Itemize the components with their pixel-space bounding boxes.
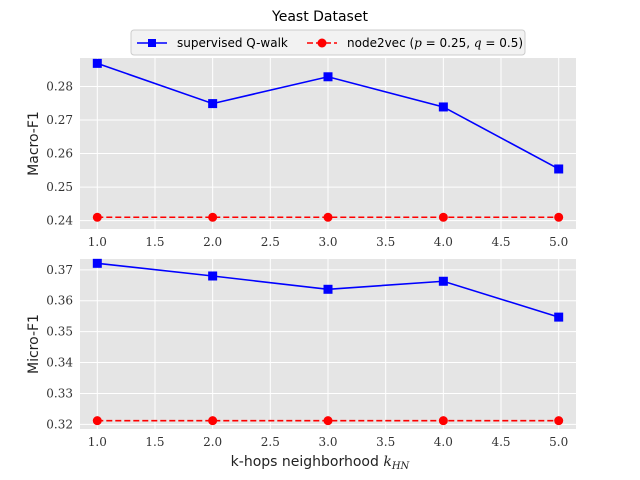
data-point-node2vec	[554, 212, 564, 222]
data-point-qwalk	[92, 258, 102, 268]
data-point-qwalk	[554, 312, 564, 322]
data-point-node2vec	[208, 416, 218, 426]
y-tick-label: 0.34	[46, 356, 73, 370]
data-point-qwalk	[554, 164, 564, 174]
legend-label-node2vec: node2vec (p = 0.25, q = 0.5)	[347, 36, 523, 50]
x-tick-label: 4.5	[491, 235, 510, 249]
x-tick-label: 3.0	[318, 435, 337, 449]
data-point-node2vec	[208, 212, 218, 222]
y-tick-label: 0.27	[46, 113, 73, 127]
panel-micro-f1: 1.0 1.5 2.0 2.5 3.0 3.5 4.0 4.5 5.0 0.32 0.33 0.34 0…	[26, 258, 576, 449]
data-point-qwalk	[92, 58, 102, 68]
data-point-node2vec	[438, 416, 448, 426]
y-tick-label: 0.35	[46, 325, 73, 339]
x-tick-label: 2.0	[203, 235, 222, 249]
y-axis-label: Micro-F1	[26, 314, 42, 374]
x-tick-label: 3.5	[376, 235, 395, 249]
x-tick-label: 5.0	[549, 435, 568, 449]
x-tick-label: 1.5	[145, 435, 164, 449]
y-tick-label: 0.37	[46, 263, 73, 277]
x-tick-label: 3.5	[376, 435, 395, 449]
x-tick-label: 4.5	[491, 435, 510, 449]
data-point-node2vec	[438, 212, 448, 222]
x-tick-label: 5.0	[549, 235, 568, 249]
legend-marker-qwalk	[148, 39, 156, 47]
data-point-qwalk	[323, 284, 333, 294]
legend-label-qwalk: supervised Q-walk	[177, 36, 288, 50]
y-axis-label: Macro-F1	[26, 111, 42, 176]
data-point-qwalk	[438, 276, 448, 286]
x-tick-label: 1.0	[88, 235, 107, 249]
y-tick-label: 0.26	[46, 147, 73, 161]
data-point-qwalk	[208, 99, 218, 109]
data-point-node2vec	[323, 212, 333, 222]
x-tick-label: 3.0	[318, 235, 337, 249]
data-point-qwalk	[208, 271, 218, 281]
data-point-node2vec	[92, 416, 102, 426]
x-tick-label: 2.0	[203, 435, 222, 449]
y-tick-label: 0.28	[46, 80, 73, 94]
y-tick-label: 0.25	[46, 180, 73, 194]
chart-title: Yeast Dataset	[271, 9, 368, 25]
data-point-qwalk	[323, 72, 333, 82]
x-tick-label: 1.0	[88, 435, 107, 449]
x-axis-label: k-hops neighborhood kHN	[231, 454, 411, 472]
x-tick-label: 2.5	[261, 235, 280, 249]
data-point-node2vec	[554, 416, 564, 426]
data-point-node2vec	[323, 416, 333, 426]
y-tick-label: 0.32	[46, 417, 73, 431]
data-point-node2vec	[92, 212, 102, 222]
y-tick-label: 0.24	[46, 214, 73, 228]
x-tick-label: 2.5	[261, 435, 280, 449]
x-tick-label: 1.5	[145, 235, 164, 249]
x-tick-label: 4.0	[434, 435, 453, 449]
data-point-qwalk	[438, 102, 448, 112]
y-tick-label: 0.36	[46, 294, 73, 308]
y-tick-label: 0.33	[46, 386, 73, 400]
x-tick-label: 4.0	[434, 235, 453, 249]
legend: supervised Q-walk node2vec (p = 0.25, q …	[130, 29, 526, 56]
legend-marker-node2vec	[317, 38, 327, 48]
panel-macro-f1: 1.0 1.5 2.0 2.5 3.0 3.5 4.0 4.5 5.0 0.24 0.25 0.26 0…	[26, 58, 576, 249]
